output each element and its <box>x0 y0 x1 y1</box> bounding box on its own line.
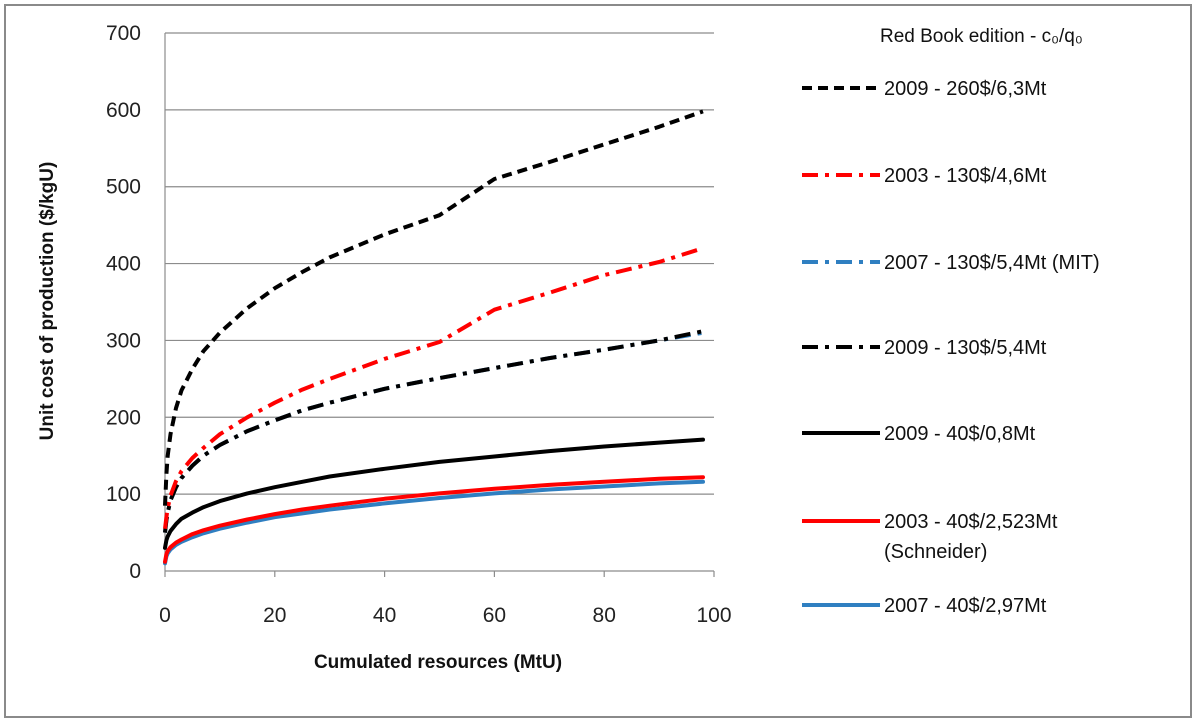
series-line-1 <box>163 109 704 506</box>
y-tick-label: 700 <box>106 22 141 45</box>
series-line-2 <box>163 246 704 529</box>
y-tick-label: 0 <box>129 560 141 583</box>
legend-label-1: 2009 - 260$/6,3Mt <box>884 78 1047 100</box>
legend-label-6: 2003 - 40$/2,523Mt <box>884 511 1058 533</box>
series-line-4 <box>163 329 704 533</box>
series-lines <box>163 109 705 566</box>
x-tick-label: 0 <box>159 604 171 627</box>
y-tick-label: 100 <box>106 483 141 506</box>
y-tick-label: 300 <box>106 329 141 352</box>
legend-label-4: 2009 - 130$/5,4Mt <box>884 337 1047 359</box>
y-tick-label: 200 <box>106 406 141 429</box>
y-tick-label: 600 <box>106 99 141 122</box>
legend-label-7: 2007 - 40$/2,97Mt <box>884 595 1047 617</box>
x-tick-labels: 0 20 40 60 80 100 <box>159 604 731 627</box>
series-line-5 <box>163 437 705 550</box>
chart-frame <box>4 4 1192 718</box>
legend-label-2: 2003 - 130$/4,6Mt <box>884 165 1047 187</box>
y-axis-title: Unit cost of production ($/kgU) <box>37 162 58 441</box>
y-tick-label: 400 <box>106 253 141 276</box>
gridlines <box>165 32 714 495</box>
x-tick-label: 60 <box>483 604 506 627</box>
x-tick-label: 40 <box>373 604 396 627</box>
series-line-6 <box>163 475 705 564</box>
x-tick-label: 20 <box>263 604 286 627</box>
legend-label-3: 2007 - 130$/5,4Mt (MIT) <box>884 252 1100 274</box>
x-axis-title: Cumulated resources (MtU) <box>314 652 562 673</box>
legend-title: Red Book edition - c₀/q₀ <box>880 26 1083 47</box>
y-tick-label: 500 <box>106 176 141 199</box>
y-tick-labels: 0 100 200 300 400 500 600 700 <box>106 22 141 583</box>
x-tick-label: 80 <box>593 604 616 627</box>
legend-label-6: (Schneider) <box>884 541 987 563</box>
legend-label-5: 2009 - 40$/0,8Mt <box>884 423 1036 445</box>
x-tick-label: 100 <box>696 604 731 627</box>
legend: 2009 - 260$/6,3Mt 2003 - 130$/4,6Mt 2007 -… <box>802 78 1100 617</box>
